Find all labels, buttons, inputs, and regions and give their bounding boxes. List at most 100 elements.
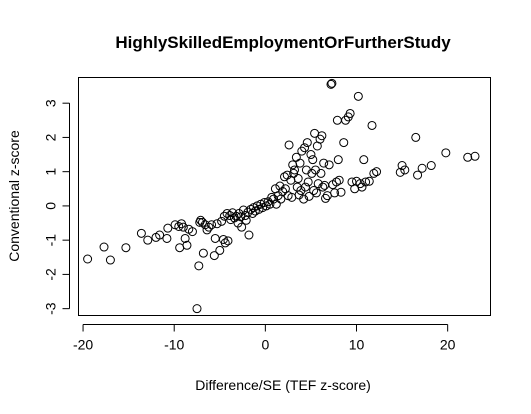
- data-point: [237, 222, 247, 232]
- data-point: [275, 181, 285, 191]
- x-tick-label: 10: [349, 337, 365, 353]
- data-point: [155, 230, 165, 240]
- data-point: [336, 187, 346, 197]
- data-point: [364, 176, 374, 186]
- x-axis: -20 -10 0 10 20: [73, 324, 456, 353]
- data-point: [162, 233, 172, 243]
- data-point: [306, 150, 316, 160]
- data-points: [83, 78, 480, 314]
- data-point: [334, 175, 344, 185]
- data-point: [271, 199, 281, 209]
- y-tick-label: -1: [43, 234, 59, 247]
- data-point: [400, 165, 410, 175]
- data-point: [308, 155, 318, 165]
- data-point: [361, 177, 371, 187]
- data-point: [212, 219, 222, 229]
- data-point: [231, 211, 241, 221]
- data-point: [359, 155, 369, 165]
- x-tick-label: 0: [261, 337, 269, 353]
- y-tick-label: 3: [43, 99, 59, 107]
- data-point: [470, 151, 480, 161]
- data-point: [345, 108, 355, 118]
- data-point: [353, 91, 363, 101]
- data-point: [83, 254, 93, 264]
- data-point: [143, 235, 153, 245]
- x-tick-label: -10: [164, 337, 184, 353]
- data-point: [316, 168, 326, 178]
- data-point: [192, 304, 202, 314]
- data-point: [295, 158, 305, 168]
- data-point: [244, 230, 254, 240]
- data-point: [300, 182, 310, 192]
- data-point: [289, 168, 299, 178]
- data-point: [300, 143, 310, 153]
- y-tick-label: -2: [43, 268, 59, 281]
- data-point: [267, 192, 277, 202]
- data-point: [303, 177, 313, 187]
- x-tick-label: -20: [73, 337, 93, 353]
- data-point: [121, 243, 131, 253]
- data-point: [180, 233, 190, 243]
- data-point: [241, 215, 251, 225]
- x-tick-label: 20: [440, 337, 456, 353]
- data-point: [187, 227, 197, 237]
- data-point: [330, 188, 340, 198]
- data-point: [198, 248, 208, 258]
- data-point: [326, 79, 336, 89]
- data-point: [318, 182, 328, 192]
- data-point: [426, 161, 436, 171]
- data-point: [182, 240, 192, 250]
- data-point: [296, 186, 306, 196]
- y-tick-label: -3: [43, 302, 59, 315]
- data-point: [324, 160, 334, 170]
- data-point: [367, 120, 377, 130]
- data-point: [317, 131, 327, 141]
- data-point: [178, 222, 188, 232]
- data-point: [290, 165, 300, 175]
- data-point: [313, 179, 323, 189]
- chart-title: HighlySkilledEmploymentOrFurtherStudy: [115, 33, 451, 52]
- data-point: [194, 261, 204, 271]
- data-point: [136, 228, 146, 238]
- data-point: [321, 193, 331, 203]
- y-axis: -3 -2 -1 0 1 2 3: [43, 99, 70, 315]
- data-point: [309, 186, 319, 196]
- data-point: [197, 217, 207, 227]
- data-point: [225, 211, 235, 221]
- data-point: [223, 236, 233, 246]
- data-point: [215, 245, 225, 255]
- plot-frame: [78, 77, 491, 316]
- data-point: [99, 242, 109, 252]
- data-point: [269, 194, 279, 204]
- data-point: [217, 216, 227, 226]
- data-point: [339, 138, 349, 148]
- y-tick-label: 0: [43, 202, 59, 210]
- data-point: [441, 148, 451, 158]
- data-point: [209, 251, 219, 261]
- data-point: [417, 163, 427, 173]
- data-point: [333, 155, 343, 165]
- data-point: [243, 207, 253, 217]
- data-point: [327, 78, 337, 88]
- data-point: [220, 238, 230, 248]
- data-point: [299, 194, 309, 204]
- x-axis-label: Difference/SE (TEF z-score): [195, 377, 371, 393]
- y-axis-label: Conventional z-score: [6, 130, 22, 262]
- y-tick-label: 2: [43, 133, 59, 141]
- data-point: [238, 205, 248, 215]
- y-tick-label: 1: [43, 168, 59, 176]
- data-point: [397, 161, 407, 171]
- data-point: [302, 138, 312, 148]
- data-point: [248, 208, 258, 218]
- data-point: [311, 188, 321, 198]
- data-point: [413, 170, 423, 180]
- data-point: [395, 167, 405, 177]
- data-point: [411, 132, 421, 142]
- data-point: [204, 222, 214, 232]
- data-point: [105, 255, 115, 265]
- data-point: [293, 174, 303, 184]
- data-point: [207, 220, 217, 230]
